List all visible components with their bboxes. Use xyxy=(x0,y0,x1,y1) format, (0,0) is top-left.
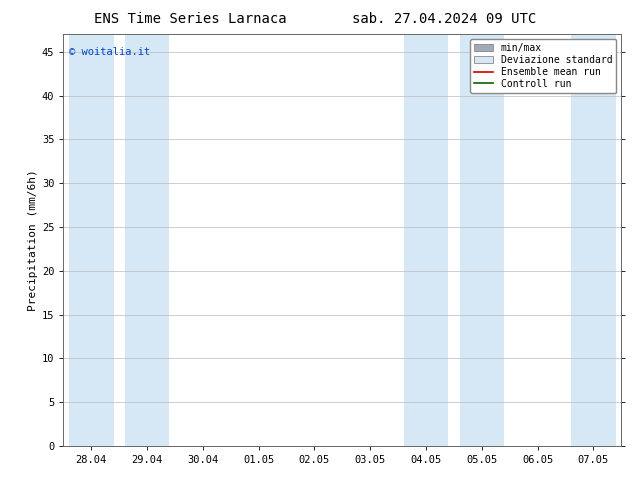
Bar xyxy=(69,34,113,446)
Bar xyxy=(571,34,616,446)
Bar xyxy=(125,34,169,446)
Bar xyxy=(460,34,504,446)
Y-axis label: Precipitation (mm/6h): Precipitation (mm/6h) xyxy=(28,169,37,311)
Legend: min/max, Deviazione standard, Ensemble mean run, Controll run: min/max, Deviazione standard, Ensemble m… xyxy=(470,39,616,93)
Text: ENS Time Series Larnaca: ENS Time Series Larnaca xyxy=(94,12,287,26)
Text: sab. 27.04.2024 09 UTC: sab. 27.04.2024 09 UTC xyxy=(352,12,536,26)
Bar xyxy=(404,34,448,446)
Text: © woitalia.it: © woitalia.it xyxy=(69,47,150,57)
